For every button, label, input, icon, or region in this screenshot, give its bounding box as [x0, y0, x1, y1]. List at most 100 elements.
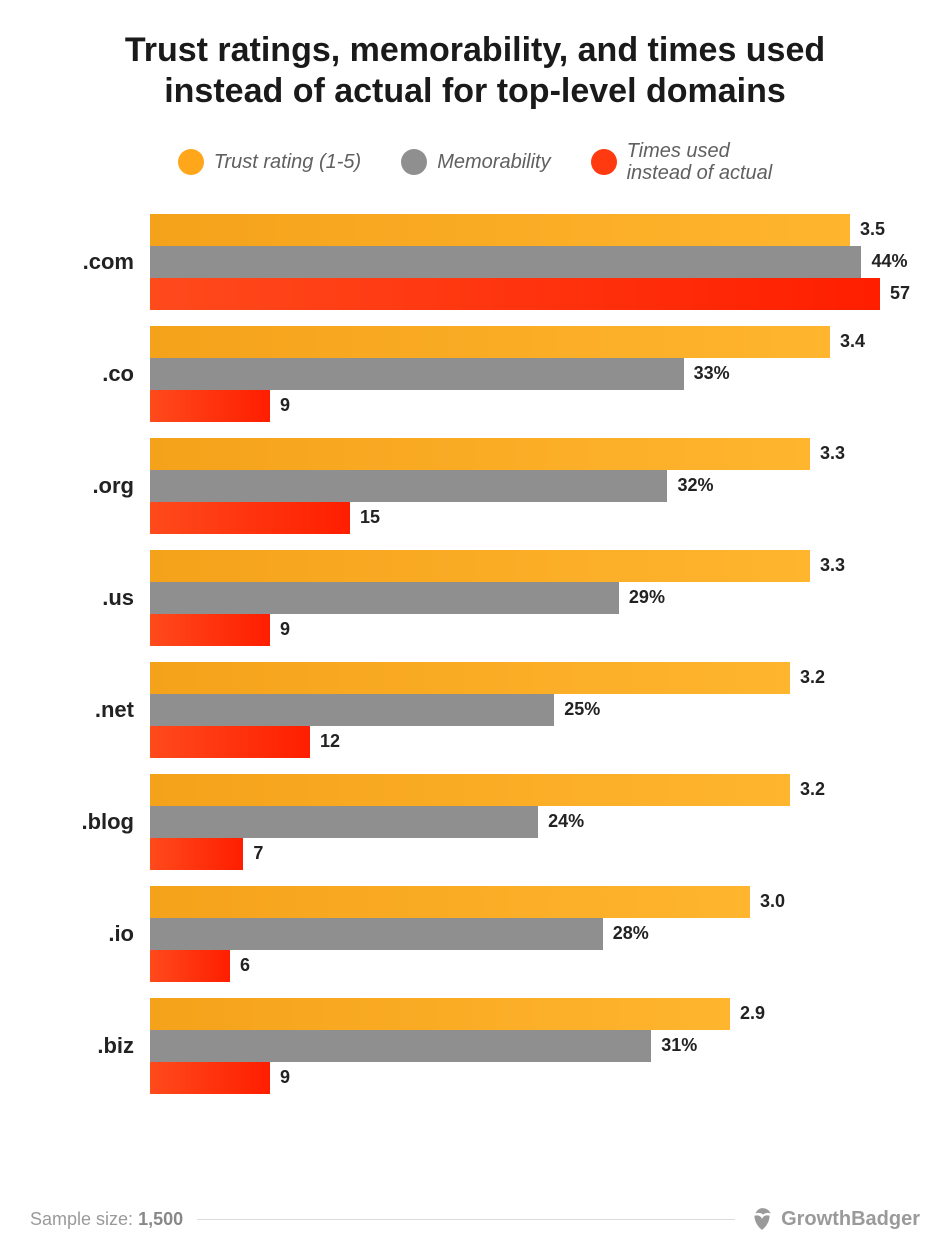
bar-value-times: 15 [360, 507, 380, 528]
legend-item-trust: Trust rating (1-5) [178, 149, 361, 175]
bar-value-trust: 2.9 [740, 1003, 765, 1024]
bar-mem [150, 1030, 651, 1062]
chart-group: .io 3.0 28% 6 [30, 886, 910, 982]
bar-row-trust: 2.9 [150, 998, 910, 1030]
bar-stack: 3.2 25% 12 [150, 662, 910, 758]
bar-times [150, 726, 310, 758]
bar-row-times: 7 [150, 838, 910, 870]
bar-times [150, 1062, 270, 1094]
legend-item-times: Times usedinstead of actual [591, 140, 773, 184]
bar-row-mem: 24% [150, 806, 910, 838]
bar-row-mem: 44% [150, 246, 910, 278]
bar-mem [150, 470, 667, 502]
bar-value-mem: 31% [661, 1035, 697, 1056]
bar-row-trust: 3.3 [150, 550, 910, 582]
category-label: .co [30, 361, 150, 387]
bar-row-mem: 28% [150, 918, 910, 950]
chart-group: .blog3.224%7 [30, 774, 910, 870]
bar-times [150, 502, 350, 534]
bar-value-mem: 25% [564, 699, 600, 720]
bar-mem [150, 918, 603, 950]
legend-swatch-times [591, 149, 617, 175]
bar-stack: 3.224%7 [150, 774, 910, 870]
category-label: .com [30, 249, 150, 275]
bar-times [150, 614, 270, 646]
legend-label-memorability: Memorability [437, 151, 550, 173]
bar-value-trust: 3.3 [820, 555, 845, 576]
legend-item-memorability: Memorability [401, 149, 550, 175]
sample-size-label: Sample size: [30, 1209, 133, 1229]
bar-mem [150, 582, 619, 614]
chart-title: Trust ratings, memorability, and times u… [30, 30, 920, 112]
bar-value-trust: 3.0 [760, 891, 785, 912]
bar-row-times: 9 [150, 1062, 910, 1094]
bar-value-times: 6 [240, 955, 250, 976]
bar-value-times: 12 [320, 731, 340, 752]
bar-stack: 2.9 31% 9 [150, 998, 910, 1094]
bar-mem [150, 694, 554, 726]
bar-trust [150, 326, 830, 358]
bar-value-times: 57 [890, 283, 910, 304]
bar-value-trust: 3.2 [800, 667, 825, 688]
chart-group: .biz 2.9 31% 9 [30, 998, 910, 1094]
bar-value-mem: 32% [677, 475, 713, 496]
bar-times [150, 278, 880, 310]
bar-row-mem: 29% [150, 582, 910, 614]
chart-group: .us 3.3 29% 9 [30, 550, 910, 646]
bar-times [150, 950, 230, 982]
bar-row-trust: 3.2 [150, 662, 910, 694]
bar-trust [150, 998, 730, 1030]
bar-value-trust: 3.3 [820, 443, 845, 464]
legend: Trust rating (1-5) Memorability Times us… [30, 140, 920, 184]
category-label: .us [30, 585, 150, 611]
bar-trust [150, 886, 750, 918]
bar-mem [150, 806, 538, 838]
bar-trust [150, 774, 790, 806]
footer-rule [197, 1219, 735, 1220]
bar-stack: 3.0 28% 6 [150, 886, 910, 982]
bar-row-times: 57 [150, 278, 910, 310]
legend-swatch-trust [178, 149, 204, 175]
bar-row-mem: 32% [150, 470, 910, 502]
legend-label-trust: Trust rating (1-5) [214, 151, 361, 173]
bar-row-mem: 25% [150, 694, 910, 726]
bar-row-times: 12 [150, 726, 910, 758]
category-label: .biz [30, 1033, 150, 1059]
bar-row-times: 9 [150, 390, 910, 422]
bar-trust [150, 214, 850, 246]
bar-mem [150, 246, 861, 278]
bar-row-mem: 33% [150, 358, 910, 390]
sample-size: Sample size: 1,500 [30, 1209, 183, 1230]
bar-value-mem: 29% [629, 587, 665, 608]
bar-chart: .com3.544%57.co3.433%9.org3.332%15.us3.3… [30, 214, 920, 1182]
chart-footer: Sample size: 1,500 GrowthBadger [30, 1206, 920, 1232]
bar-trust [150, 550, 810, 582]
bar-value-times: 9 [280, 395, 290, 416]
brand-name: GrowthBadger [781, 1208, 920, 1231]
bar-value-mem: 28% [613, 923, 649, 944]
bar-value-mem: 24% [548, 811, 584, 832]
bar-trust [150, 662, 790, 694]
brand-badge: GrowthBadger [749, 1206, 920, 1232]
bar-row-times: 15 [150, 502, 910, 534]
bar-value-times: 9 [280, 1067, 290, 1088]
bar-value-mem: 33% [694, 363, 730, 384]
bar-row-mem: 31% [150, 1030, 910, 1062]
chart-group: .org3.332%15 [30, 438, 910, 534]
bar-row-trust: 3.4 [150, 326, 910, 358]
bar-value-times: 9 [280, 619, 290, 640]
brand-icon [749, 1206, 775, 1232]
bar-times [150, 390, 270, 422]
category-label: .io [30, 921, 150, 947]
legend-swatch-memorability [401, 149, 427, 175]
category-label: .blog [30, 809, 150, 835]
chart-group: .co 3.4 33% 9 [30, 326, 910, 422]
bar-row-trust: 3.0 [150, 886, 910, 918]
bar-times [150, 838, 243, 870]
bar-value-mem: 44% [871, 251, 907, 272]
bar-row-times: 6 [150, 950, 910, 982]
chart-group: .com3.544%57 [30, 214, 910, 310]
bar-stack: 3.3 29% 9 [150, 550, 910, 646]
bar-trust [150, 438, 810, 470]
bar-value-trust: 3.4 [840, 331, 865, 352]
